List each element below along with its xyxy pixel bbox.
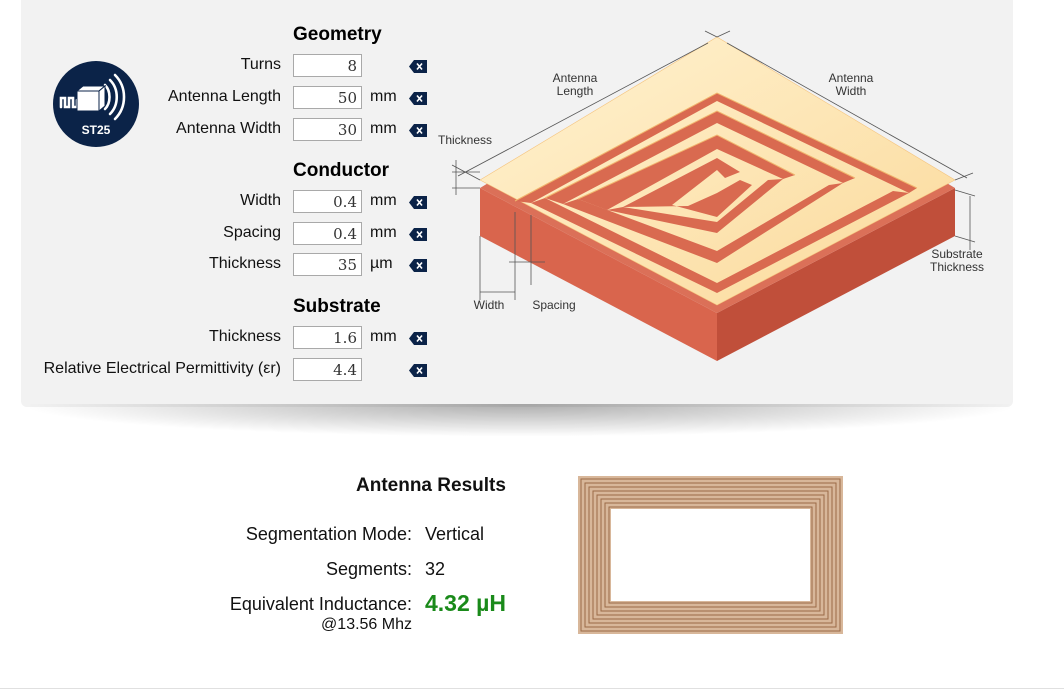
substrate-thickness-row: Thickness xyxy=(0,326,281,350)
permittivity-label: Relative Electrical Permittivity (εr) xyxy=(43,360,281,377)
thickness-dim-label: Thickness xyxy=(438,133,492,147)
coil-rings xyxy=(580,478,841,632)
antenna-width-dim-label-2: Width xyxy=(836,84,867,98)
coil-turn xyxy=(596,494,825,616)
conductor-width-row: Width xyxy=(0,190,281,214)
antenna-length-label: Antenna Length xyxy=(168,88,281,105)
spacing-dim-label: Spacing xyxy=(532,298,575,312)
dimension-lines xyxy=(451,30,976,300)
turns-row: Turns xyxy=(0,54,281,78)
clear-permittivity-button[interactable] xyxy=(409,364,427,377)
substrate-dim-label-2: Thickness xyxy=(930,260,984,274)
substrate-title: Substrate xyxy=(293,296,381,317)
segmentation-mode-value: Vertical xyxy=(425,524,485,544)
conductor-spacing-input[interactable] xyxy=(293,222,362,245)
coil-turn xyxy=(608,506,813,604)
segments-label: Segments: xyxy=(325,559,412,579)
bottom-rule xyxy=(0,688,1064,689)
permittivity-input[interactable] xyxy=(293,358,362,381)
antenna-length-dim-label-1: Antenna xyxy=(553,71,598,85)
panel-shadow xyxy=(30,404,1010,436)
clear-turns-button[interactable] xyxy=(409,60,427,73)
conductor-thickness-unit: µm xyxy=(370,255,393,272)
dimension-labels: Antenna Length Antenna Width Thickness S… xyxy=(438,71,984,312)
coil-turn xyxy=(600,498,821,612)
segmentation-mode-label: Segmentation Mode: xyxy=(245,524,412,544)
clear-antenna-width-button[interactable] xyxy=(409,124,427,137)
inductance-value: 4.32 µH xyxy=(425,590,507,616)
turns-label: Turns xyxy=(240,56,281,73)
conductor-width-label: Width xyxy=(240,192,281,209)
substrate-thickness-label: Thickness xyxy=(208,328,281,345)
geometry-title: Geometry xyxy=(293,24,382,45)
conductor-width-unit: mm xyxy=(370,192,397,209)
antenna-diagram: Antenna Length Antenna Width Thickness S… xyxy=(438,30,984,361)
conductor-title: Conductor xyxy=(293,160,390,181)
segments-value: 32 xyxy=(425,559,446,579)
nfc-antenna-icon xyxy=(59,73,126,121)
clear-conductor-width-button[interactable] xyxy=(409,196,427,209)
substrate-thickness-input[interactable] xyxy=(293,326,362,349)
substrate-dim-label-1: Substrate xyxy=(931,247,983,261)
antenna-width-label: Antenna Width xyxy=(176,120,281,137)
permittivity-row: Relative Electrical Permittivity (εr) xyxy=(0,358,281,382)
spiral-grooves xyxy=(515,93,917,293)
conductor-thickness-row: Thickness xyxy=(0,253,281,277)
coil-turn xyxy=(588,486,833,624)
coil-turn xyxy=(584,482,837,628)
antenna-width-row: Antenna Width xyxy=(0,118,281,142)
antenna-width-dim-label-1: Antenna xyxy=(829,71,874,85)
conductor-thickness-input[interactable] xyxy=(293,253,362,276)
conductor-spacing-unit: mm xyxy=(370,224,397,241)
coil-turn xyxy=(592,490,829,620)
antenna-width-unit: mm xyxy=(370,120,397,137)
spiral-edge-highlights xyxy=(514,92,918,202)
conductor-spacing-row: Spacing xyxy=(0,222,281,246)
antenna-width-input[interactable] xyxy=(293,118,362,141)
clear-substrate-thickness-button[interactable] xyxy=(409,332,427,345)
conductor-spacing-label: Spacing xyxy=(223,224,281,241)
results-title: Antenna Results xyxy=(356,475,506,496)
antenna-length-dim-label-2: Length xyxy=(557,84,594,98)
clear-conductor-spacing-button[interactable] xyxy=(409,228,427,241)
antenna-length-input[interactable] xyxy=(293,86,362,109)
conductor-width-input[interactable] xyxy=(293,190,362,213)
clear-conductor-thickness-button[interactable] xyxy=(409,259,427,272)
antenna-length-unit: mm xyxy=(370,88,397,105)
clear-antenna-length-button[interactable] xyxy=(409,92,427,105)
coil-turn xyxy=(580,478,841,632)
st25-logo: ST25 xyxy=(53,61,139,147)
conductor-thickness-label: Thickness xyxy=(208,255,281,272)
width-dim-label: Width xyxy=(474,298,505,312)
inductance-frequency: @13.56 Mhz xyxy=(321,616,412,633)
turns-input[interactable] xyxy=(293,54,362,77)
coil-turn xyxy=(604,502,817,608)
substrate-thickness-unit: mm xyxy=(370,328,397,345)
svg-text:ST25: ST25 xyxy=(82,123,111,137)
coil-preview xyxy=(578,476,843,634)
antenna-length-row: Antenna Length xyxy=(0,86,281,110)
inductance-label: Equivalent Inductance: xyxy=(229,594,412,614)
